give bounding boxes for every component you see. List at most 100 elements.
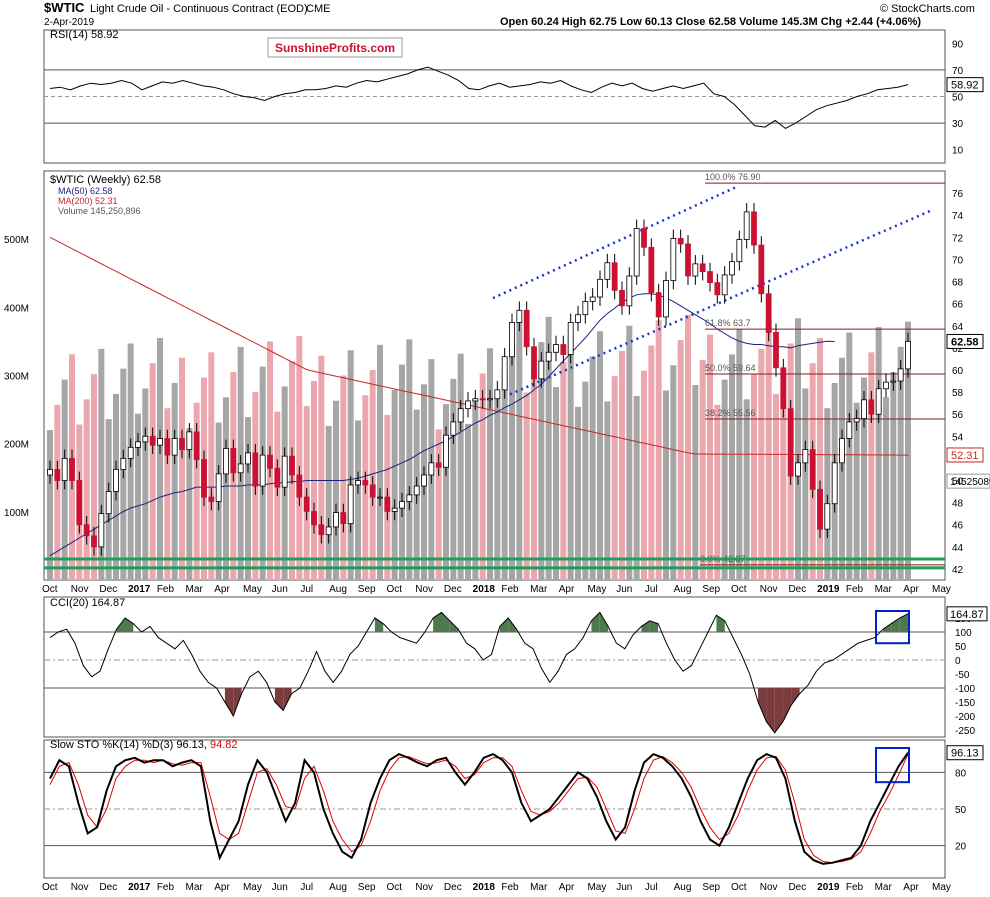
candle-body [157, 438, 163, 446]
candle-body [729, 261, 735, 276]
price-layer: 424446485052545658606264666870727476100.… [44, 172, 984, 576]
volume-bar [494, 397, 501, 580]
candle-body [340, 512, 347, 525]
candle-body [501, 356, 508, 391]
volume-bar [677, 340, 684, 580]
cci-tick-label: -200 [955, 712, 975, 723]
ma50-line [49, 293, 835, 557]
volume-tick-label: 500M [4, 235, 29, 246]
candle-body [897, 368, 904, 382]
symbol-label: $WTIC [44, 0, 85, 15]
x-axis-label: May [587, 882, 606, 893]
volume-tick-label: 100M [4, 508, 29, 519]
x-axis-label: Oct [731, 882, 747, 893]
x-axis-label: Oct [387, 584, 403, 595]
cci-positive-fill [641, 620, 650, 632]
candle-body [69, 458, 75, 481]
volume-bar [208, 352, 215, 580]
rsi-title: RSI(14) 58.92 [50, 29, 118, 41]
candle-body [384, 496, 391, 512]
candle-body [289, 455, 295, 476]
volume-bar [604, 401, 611, 580]
price-tick-label: 68 [952, 278, 964, 289]
volume-bar [91, 374, 97, 580]
candle-body [611, 262, 618, 291]
x-axis-label: May [243, 882, 262, 893]
candle-body [186, 431, 193, 450]
volume-bar [707, 334, 713, 580]
volume-bar [171, 382, 178, 580]
volume-bar [729, 354, 735, 580]
cci-flag-value: 164.87 [950, 609, 984, 621]
cci-flag [946, 606, 988, 622]
stochastic-flag [946, 745, 984, 761]
stochastic-d-value: 94.82 [210, 739, 238, 751]
volume-bar [663, 390, 669, 580]
price-tick-label: 60 [952, 366, 964, 377]
candle-body [179, 438, 185, 450]
x-axis-label: Aug [329, 584, 347, 595]
cci-negative-fill [783, 688, 792, 722]
candle-body [787, 408, 794, 477]
candle-body [472, 398, 479, 402]
volume-bar [399, 364, 405, 580]
volume-bar [487, 348, 493, 580]
x-axis-label: Jun [272, 882, 288, 893]
candle-body [274, 467, 281, 488]
cci-line [49, 611, 909, 734]
volume-bar [883, 397, 889, 580]
volume-bar [377, 344, 383, 580]
rsi-line [49, 66, 909, 129]
candle-body [325, 526, 332, 536]
candle-body [817, 488, 823, 530]
candle-body [494, 389, 501, 400]
candle-body [641, 228, 647, 248]
volume-bar [98, 348, 105, 580]
cci-positive-fill [433, 612, 442, 632]
candle-body [736, 239, 743, 263]
candle-body [516, 309, 523, 323]
cci-negative-fill [758, 688, 767, 722]
volume-bar [611, 376, 618, 580]
candle-body [853, 418, 860, 423]
price-tick-label: 70 [952, 255, 964, 266]
cci-negative-fill [274, 688, 284, 711]
date-label: 2-Apr-2019 [44, 17, 94, 28]
cci-negative-fill [766, 688, 775, 733]
candle-body [597, 278, 603, 298]
candle-body [98, 513, 105, 548]
candle-body [105, 491, 112, 515]
x-axis-label: Feb [501, 584, 519, 595]
volume-bar [54, 404, 61, 580]
candle-body [435, 462, 442, 468]
x-axis-label: Jul [645, 882, 658, 893]
stochastic-k-value: 96.13, [176, 739, 210, 751]
x-axis-label: May [932, 584, 951, 595]
volume-bar [465, 423, 471, 580]
x-axis-label: Sep [358, 882, 376, 893]
x-axis-bottom: Oct Nov Dec 2017 Feb Mar Apr May Jun Jul Aug Sep Oct… [42, 882, 951, 893]
x-axis-label: Oct [42, 882, 58, 893]
volume-bar [641, 370, 647, 580]
candle-body [406, 494, 413, 502]
price-tick-label: 44 [952, 543, 964, 554]
volume-bar [802, 388, 809, 580]
x-axis-label: May [243, 584, 262, 595]
price-tick-label: 50 [952, 477, 964, 488]
channel-lower-line [509, 208, 934, 396]
candle-body [347, 484, 354, 525]
x-axis-label: 2017 [128, 882, 151, 893]
x-axis-label: Apr [214, 882, 230, 893]
cci-panel: CCI(20) 164.87 150100500-50-100-150-200-… [44, 597, 988, 737]
volume-bar [721, 379, 728, 580]
x-axis-label: Feb [846, 584, 864, 595]
fib-label: 38.2% 55.56 [705, 408, 756, 418]
stochastic-highlight-box [875, 747, 910, 784]
volume-bar [824, 408, 831, 580]
candle-body [413, 485, 420, 496]
volume-bar [450, 378, 457, 580]
rsi-panel: RSI(14) 58.92 10 30 50 70 90 58.92 [44, 29, 984, 157]
ma200-flag [946, 447, 984, 463]
cci-tick-label: -150 [955, 698, 975, 709]
